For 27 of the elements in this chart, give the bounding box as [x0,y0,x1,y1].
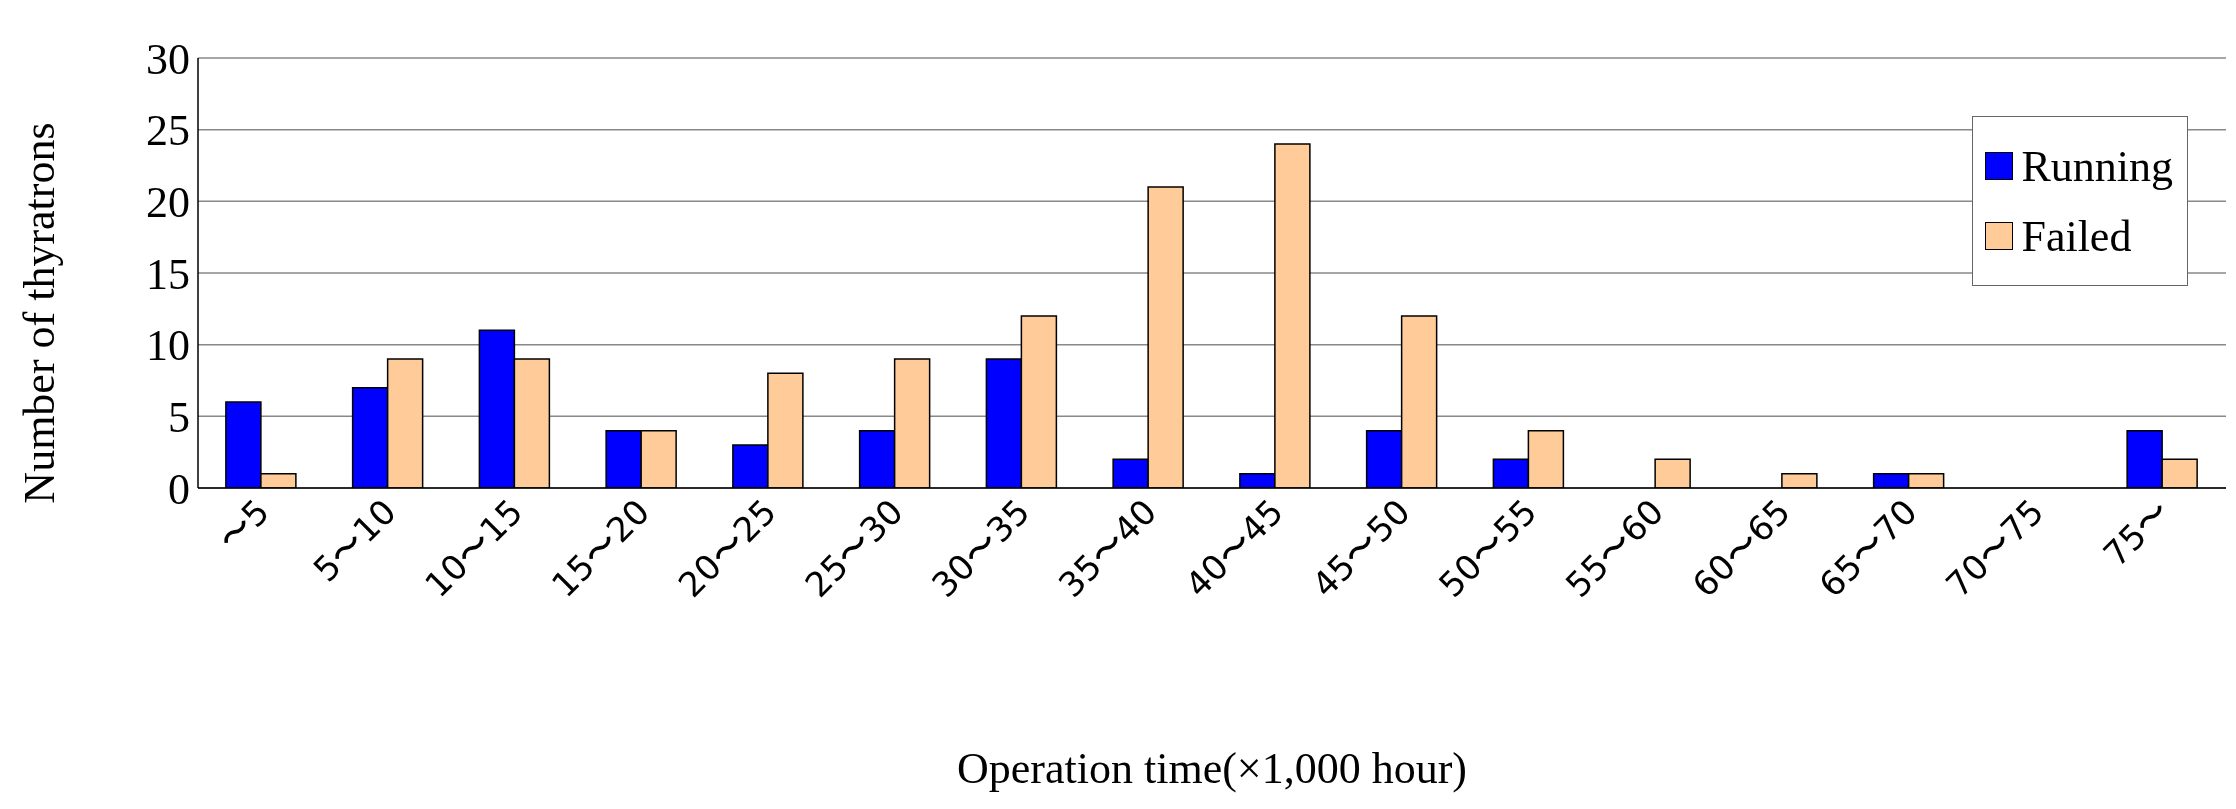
x-tick-label: 5〜10 [305,491,404,590]
x-tick-label: 75〜 [2095,491,2179,575]
y-tick-label: 0 [168,464,190,514]
y-tick-label: 5 [168,392,190,442]
x-tick-label: 65〜70 [1811,491,1925,605]
x-tick-label: 10〜15 [416,491,531,605]
y-tick-label: 15 [146,249,190,299]
y-tick-label: 20 [146,177,190,227]
y-tick-label: 10 [146,321,190,371]
x-tick-label: 35〜40 [1050,491,1165,605]
y-tick-label: 25 [146,106,190,156]
y-tick-label: 30 [146,34,190,84]
x-tick-label: 60〜65 [1684,491,1798,605]
x-axis-title: Operation time(×1,000 hour) [957,744,1467,793]
x-tick-label: 55〜60 [1557,491,1672,605]
x-tick-label: 〜5 [209,491,277,559]
x-tick-label: 15〜20 [543,491,658,605]
x-tick-label: 30〜35 [923,491,1038,605]
x-tick-label: 40〜45 [1177,491,1291,605]
y-axis-title: Number of thyratrons [14,122,64,504]
x-tick-label: 45〜50 [1304,491,1418,605]
x-tick-label: 70〜75 [1937,491,2052,605]
x-tick-label: 20〜25 [670,491,784,605]
x-tick-label: 50〜55 [1430,491,1545,605]
legend-label: Failed [2021,210,2132,262]
x-tick-label: 25〜30 [797,491,911,605]
legend-label: Running [2021,140,2173,192]
